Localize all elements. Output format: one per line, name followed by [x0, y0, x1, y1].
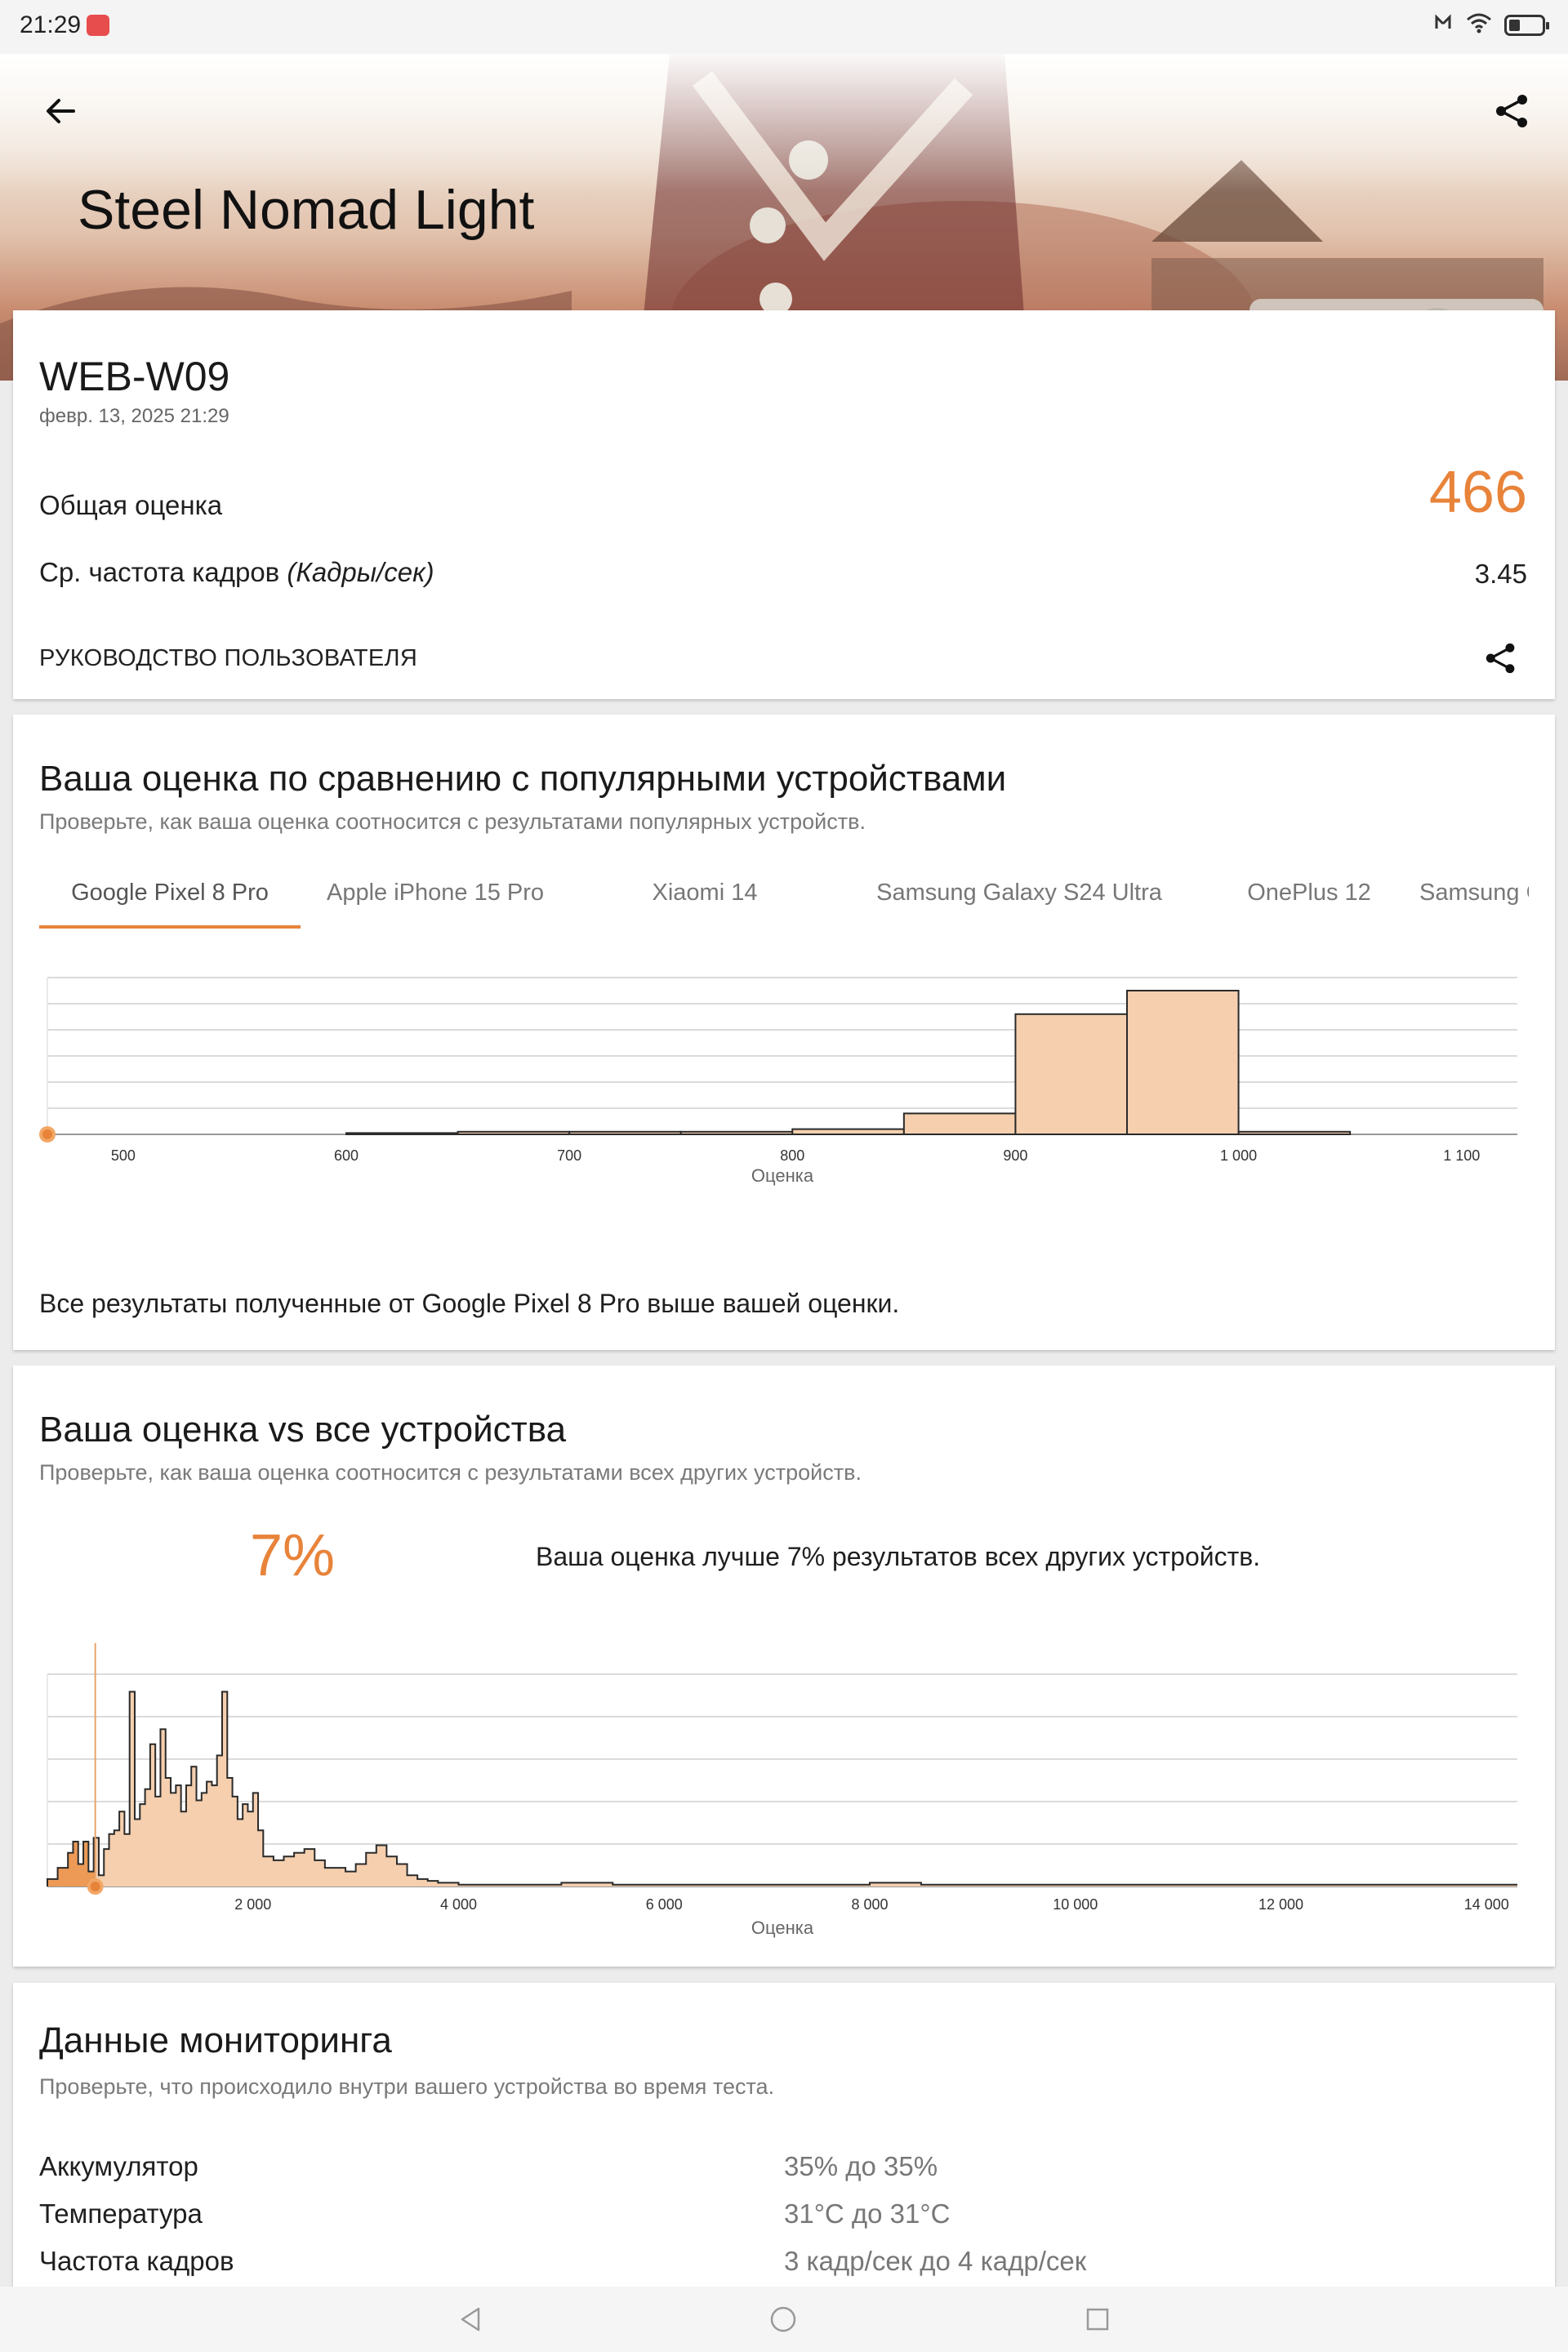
all-devices-subtitle: Проверьте, как ваша оценка соотносится с…: [39, 1460, 862, 1485]
share-icon: [1496, 95, 1527, 127]
histogram-bar: [791, 1128, 905, 1136]
monitor-temperature-label: Температура: [39, 2198, 203, 2229]
x-tick-label: 14 000: [1464, 1896, 1509, 1913]
x-tick-label: 8 000: [851, 1896, 888, 1913]
histogram-bar: [568, 1130, 682, 1136]
x-tick-label: 12 000: [1258, 1896, 1303, 1913]
device-name: WEB-W09: [39, 354, 230, 399]
battery-icon: [1504, 14, 1549, 36]
fps-unit: (Кадры/сек): [287, 557, 434, 587]
x-tick-label: 600: [334, 1147, 359, 1164]
histogram-bar: [1237, 1130, 1352, 1136]
triangle-back-icon: [461, 2307, 480, 2332]
all-devices-distribution: 2 000 4 000 6 000 8 000 10 000 12 000 14 000 Оц…: [47, 1643, 1517, 1938]
nav-recents-button[interactable]: [1080, 2301, 1116, 2337]
histogram-bar: [902, 1112, 1017, 1135]
distribution-outline: [47, 1690, 1517, 1886]
system-nav-bar: [0, 2287, 1568, 2352]
percentile-value: 7%: [250, 1523, 336, 1588]
x-tick-label: 500: [111, 1147, 136, 1164]
tab-samsung-galaxy-s23-ultra[interactable]: Samsung Galaxy S23 Ultra: [1419, 880, 1529, 906]
share-result-button[interactable]: [1480, 637, 1522, 679]
share-button-header[interactable]: [1488, 87, 1537, 136]
popular-devices-card: Ваша оценка по сравнению с популярными у…: [13, 715, 1555, 1350]
x-tick-label: 10 000: [1053, 1896, 1098, 1913]
x-tick-label: 900: [1003, 1147, 1027, 1164]
status-icons: [1432, 11, 1549, 38]
wifi-icon: [1465, 11, 1493, 38]
overall-score-label: Общая оценка: [39, 490, 223, 520]
tab-xiaomi-14[interactable]: Xiaomi 14: [652, 880, 758, 906]
nav-back-button[interactable]: [452, 2301, 488, 2337]
x-tick-label: 6 000: [646, 1896, 683, 1913]
fps-label: Ср. частота кадров (Кадры/сек): [39, 557, 434, 588]
all-devices-title: Ваша оценка vs все устройства: [39, 1410, 567, 1450]
battery-level: [1509, 19, 1520, 31]
all-devices-card: Ваша оценка vs все устройства Проверьте,…: [13, 1365, 1555, 1967]
circle-home-icon: [770, 2306, 796, 2332]
fps-value: 3.45: [1474, 559, 1527, 589]
popular-devices-histogram: 500 600 700 800 900 1 000 1 100 Оценка: [39, 977, 1517, 1186]
hero-fade: [0, 54, 1568, 193]
histogram-bar: [345, 1132, 459, 1135]
device-tabs: Google Pixel 8 Pro Apple iPhone 15 Pro X…: [39, 870, 1529, 932]
share-icon: [1486, 643, 1515, 674]
x-tick-label: 1 000: [1220, 1147, 1257, 1164]
distribution-area: [47, 1691, 1517, 1886]
tab-apple-iphone-15-pro[interactable]: Apple iPhone 15 Pro: [326, 880, 545, 906]
below-score-area: [47, 1838, 96, 1886]
user-guide-link[interactable]: РУКОВОДСТВО ПОЛЬЗОВАТЕЛЯ: [39, 645, 418, 671]
x-axis-label: Оценка: [751, 1165, 814, 1186]
compare-subtitle: Проверьте, как ваша оценка соотносится с…: [39, 809, 866, 834]
x-tick-label: 1 100: [1443, 1147, 1480, 1164]
monitoring-subtitle: Проверьте, что происходило внутри вашего…: [39, 2074, 775, 2099]
x-tick-label: 4 000: [440, 1896, 477, 1913]
nfc-icon: [1432, 12, 1454, 38]
status-time: 21:29: [20, 11, 82, 38]
monitor-temperature-value: 31°C до 31°C: [784, 2198, 951, 2229]
page-title: Steel Nomad Light: [78, 179, 535, 241]
status-bar: 21:29: [0, 0, 1568, 54]
your-score-marker: [42, 1129, 52, 1139]
compare-note: Все результаты полученные от Google Pixe…: [39, 1289, 900, 1318]
tab-samsung-galaxy-s24-ultra[interactable]: Samsung Galaxy S24 Ultra: [876, 880, 1162, 906]
square-recents-icon: [1086, 2308, 1109, 2331]
x-tick-label: 2 000: [234, 1896, 271, 1913]
result-card: WEB-W09 февр. 13, 2025 21:29 Общая оценк…: [13, 310, 1555, 699]
histogram-bar: [1126, 990, 1240, 1135]
x-tick-label: 700: [557, 1147, 581, 1164]
histogram-bar: [1014, 1013, 1129, 1135]
notification-app-icon: [87, 15, 109, 36]
histogram-bar: [457, 1130, 571, 1136]
arrow-left-icon: [47, 99, 75, 123]
your-score-marker: [90, 1882, 100, 1891]
histogram-bar: [679, 1130, 794, 1136]
fps-label-text: Ср. частота кадров: [39, 557, 280, 587]
monitor-fps-label: Частота кадров: [39, 2246, 234, 2276]
percentile-text: Ваша оценка лучше 7% результатов всех др…: [536, 1542, 1261, 1571]
overall-score: 466: [1428, 460, 1527, 525]
monitor-fps-value: 3 кадр/сек до 4 кадр/сек: [784, 2246, 1087, 2276]
tab-oneplus-12[interactable]: OnePlus 12: [1247, 880, 1371, 906]
x-tick-label: 800: [780, 1147, 804, 1164]
back-button[interactable]: [36, 87, 85, 136]
monitor-battery-label: Аккумулятор: [39, 2151, 198, 2181]
test-date: февр. 13, 2025 21:29: [39, 405, 229, 427]
compare-title: Ваша оценка по сравнению с популярными у…: [39, 759, 1007, 799]
monitor-battery-value: 35% до 35%: [784, 2151, 938, 2181]
tab-google-pixel-8-pro[interactable]: Google Pixel 8 Pro: [39, 870, 301, 932]
nav-home-button[interactable]: [765, 2301, 801, 2337]
x-axis-label: Оценка: [751, 1918, 814, 1938]
monitoring-title: Данные мониторинга: [39, 2020, 392, 2060]
